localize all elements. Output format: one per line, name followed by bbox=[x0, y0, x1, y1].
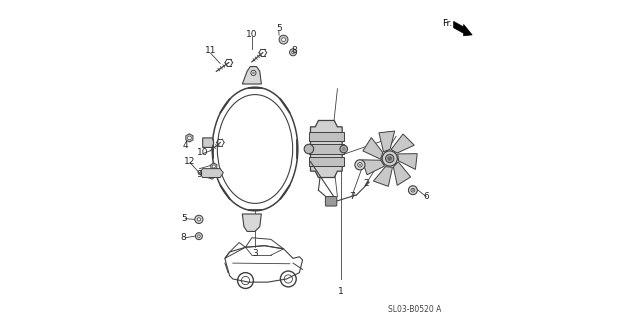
Polygon shape bbox=[394, 162, 411, 185]
Circle shape bbox=[195, 215, 203, 223]
Polygon shape bbox=[463, 24, 472, 36]
Circle shape bbox=[188, 136, 191, 140]
Text: 6: 6 bbox=[423, 192, 429, 201]
Polygon shape bbox=[379, 131, 395, 152]
Circle shape bbox=[385, 154, 394, 163]
Circle shape bbox=[342, 147, 346, 151]
Circle shape bbox=[408, 186, 417, 195]
Circle shape bbox=[412, 189, 414, 191]
Polygon shape bbox=[309, 132, 344, 141]
Circle shape bbox=[282, 38, 285, 42]
Text: 8: 8 bbox=[292, 46, 298, 55]
Polygon shape bbox=[203, 138, 214, 147]
Circle shape bbox=[355, 160, 365, 170]
Polygon shape bbox=[373, 167, 392, 186]
Circle shape bbox=[292, 51, 294, 54]
Text: 5: 5 bbox=[276, 24, 282, 33]
Polygon shape bbox=[243, 214, 261, 231]
Text: 4: 4 bbox=[182, 141, 188, 150]
Text: 1: 1 bbox=[338, 287, 344, 296]
Text: 5: 5 bbox=[181, 214, 187, 223]
Text: 9: 9 bbox=[196, 170, 202, 179]
Polygon shape bbox=[309, 144, 344, 154]
Polygon shape bbox=[186, 134, 193, 142]
Circle shape bbox=[195, 233, 202, 240]
Text: 10: 10 bbox=[197, 148, 209, 157]
Circle shape bbox=[198, 235, 200, 237]
Polygon shape bbox=[243, 67, 261, 84]
Text: SL03-B0520 A: SL03-B0520 A bbox=[388, 305, 442, 314]
Text: 2: 2 bbox=[363, 179, 369, 188]
Circle shape bbox=[304, 144, 314, 154]
Text: 11: 11 bbox=[205, 46, 216, 55]
Text: Fr.: Fr. bbox=[442, 19, 452, 28]
Circle shape bbox=[411, 188, 415, 192]
Circle shape bbox=[251, 70, 256, 75]
Polygon shape bbox=[454, 22, 463, 33]
Circle shape bbox=[388, 157, 392, 160]
Text: 10: 10 bbox=[246, 30, 257, 39]
Polygon shape bbox=[310, 120, 342, 178]
Text: 12: 12 bbox=[184, 157, 196, 166]
Circle shape bbox=[359, 164, 361, 166]
Text: 3: 3 bbox=[252, 249, 258, 258]
Polygon shape bbox=[397, 154, 417, 169]
Circle shape bbox=[212, 165, 216, 168]
Text: 8: 8 bbox=[181, 233, 187, 242]
Circle shape bbox=[358, 163, 362, 167]
Polygon shape bbox=[309, 157, 344, 166]
Circle shape bbox=[382, 151, 397, 166]
Polygon shape bbox=[211, 163, 217, 170]
Polygon shape bbox=[362, 160, 385, 175]
Polygon shape bbox=[203, 169, 219, 179]
Circle shape bbox=[340, 145, 348, 153]
Circle shape bbox=[197, 218, 200, 221]
Circle shape bbox=[279, 35, 288, 44]
Polygon shape bbox=[391, 134, 414, 153]
Circle shape bbox=[252, 72, 254, 74]
Text: 7: 7 bbox=[349, 192, 355, 201]
Circle shape bbox=[289, 49, 296, 56]
FancyBboxPatch shape bbox=[325, 197, 337, 206]
Polygon shape bbox=[200, 169, 223, 178]
Polygon shape bbox=[363, 138, 383, 159]
